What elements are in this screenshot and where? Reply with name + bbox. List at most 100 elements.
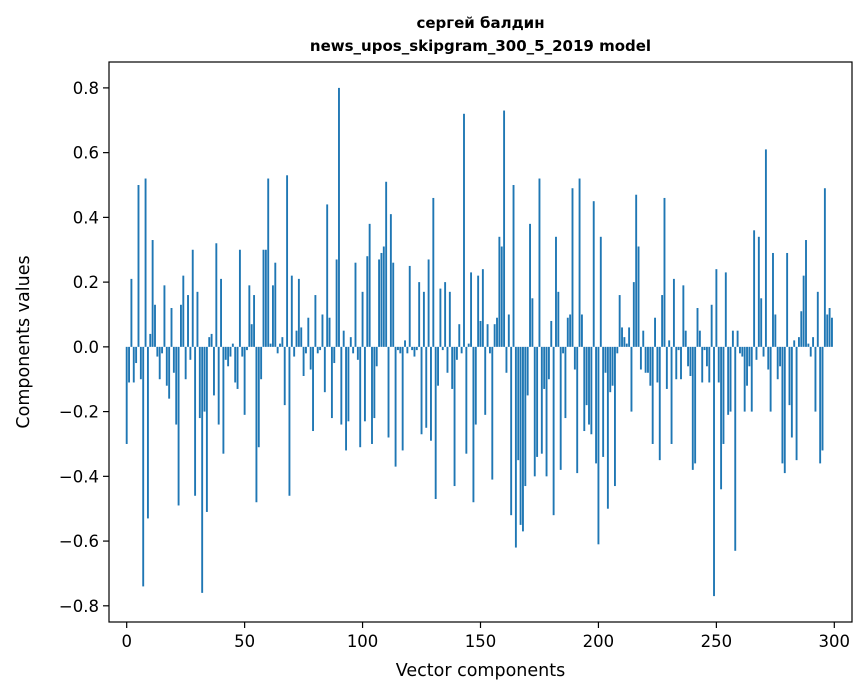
bar (647, 346, 649, 373)
bar (500, 246, 503, 347)
bar (340, 346, 343, 425)
bar (175, 346, 178, 425)
bar (484, 346, 487, 415)
bar (241, 346, 244, 357)
y-axis-label: Components values (14, 255, 34, 428)
bar (696, 308, 699, 347)
bar (755, 346, 758, 360)
bar (625, 343, 628, 347)
bar (772, 252, 774, 347)
bar (519, 346, 522, 525)
bar (387, 346, 390, 438)
bar (602, 346, 605, 457)
bar (675, 346, 678, 380)
bar (665, 346, 668, 389)
bar (406, 346, 409, 354)
bar (347, 346, 350, 422)
bar (618, 295, 621, 347)
x-tick-label: 300 (819, 632, 851, 651)
bar (187, 295, 189, 347)
bar (797, 337, 800, 347)
bar (269, 343, 272, 347)
bar (434, 346, 437, 499)
bar (493, 324, 496, 347)
bar (246, 346, 248, 351)
bar (821, 346, 824, 451)
bar (812, 337, 815, 347)
bar (441, 346, 444, 351)
bar (767, 346, 770, 370)
bar (399, 346, 402, 354)
bar (422, 291, 425, 347)
y-tick-label: 0.4 (73, 208, 99, 227)
bar (703, 346, 706, 351)
bar (614, 346, 616, 487)
x-tick-label: 100 (347, 632, 379, 651)
bar (203, 346, 206, 412)
bar (363, 346, 366, 422)
bar (262, 249, 265, 347)
bar (257, 346, 260, 448)
bar (658, 346, 661, 461)
bar (382, 246, 385, 347)
bar (323, 346, 326, 393)
bar (260, 346, 263, 380)
bar (621, 327, 623, 347)
bar (668, 340, 671, 347)
bar (826, 314, 829, 347)
bar (599, 236, 602, 347)
bar (654, 317, 656, 347)
bar (392, 262, 395, 347)
bar (243, 346, 246, 415)
bar (616, 346, 619, 354)
bar (215, 243, 218, 347)
bar (779, 346, 782, 367)
bar (401, 346, 404, 451)
bar (356, 346, 359, 360)
bar (705, 346, 708, 367)
bar (569, 314, 572, 347)
bar (137, 185, 140, 347)
bar (498, 236, 501, 347)
bar (769, 346, 772, 412)
bar (708, 346, 711, 383)
y-axis: 0.8 0.6 0.4 0.2 0.0 −0.2 −0.4 −0.6 −0.8 (59, 79, 109, 616)
bar (253, 295, 256, 347)
bar (437, 346, 439, 386)
bar (491, 346, 494, 480)
bar (606, 346, 609, 509)
bar (349, 337, 352, 347)
bar (757, 236, 760, 347)
bar (597, 346, 600, 545)
bar (793, 340, 796, 347)
bar (644, 346, 647, 373)
bar (802, 275, 805, 347)
bar (394, 346, 397, 467)
bar (795, 346, 798, 461)
bar (670, 346, 673, 444)
bar (378, 259, 381, 347)
bar (420, 346, 423, 435)
bar (550, 320, 553, 347)
bar (713, 346, 715, 597)
bar (125, 346, 128, 444)
bar (578, 178, 581, 347)
bar (538, 178, 541, 347)
bar (559, 346, 562, 470)
bar (307, 317, 310, 347)
bar (182, 275, 185, 347)
bar (208, 337, 211, 347)
bar (623, 337, 626, 347)
bar (290, 275, 293, 347)
bar (576, 346, 579, 474)
bar (458, 324, 461, 347)
bar (573, 346, 576, 370)
bar (194, 346, 197, 496)
bar (831, 317, 833, 347)
bar (727, 346, 730, 415)
bar (819, 346, 822, 464)
bar (590, 346, 593, 435)
bar (687, 346, 690, 367)
bar (368, 223, 371, 347)
